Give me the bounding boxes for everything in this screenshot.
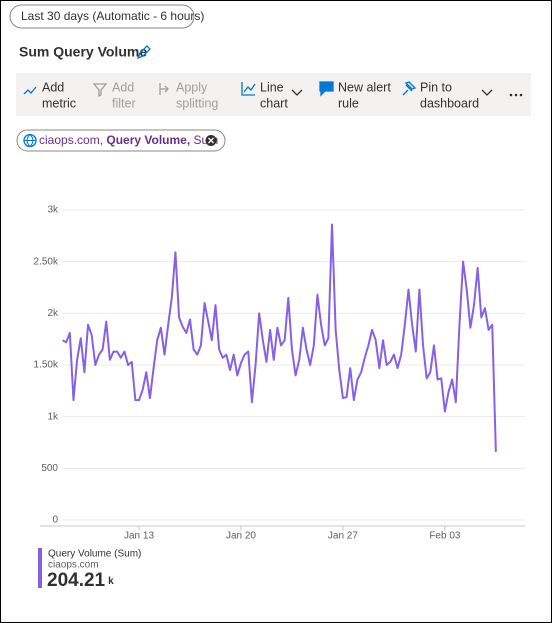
toolbar-text[interactable]: Pin to [420,80,452,94]
toolbar-text: splitting [176,96,218,110]
dot [514,93,518,97]
y-tick-label: 3k [47,205,59,216]
add-metric-icon[interactable] [23,86,37,95]
y-tick-label: 2k [47,308,59,319]
y-tick-label: 2.50k [34,256,59,267]
x-tick-label: Jan 20 [226,531,256,542]
more-button[interactable] [509,93,523,97]
toolbar-text: filter [112,96,136,110]
time-range-label: Last 30 days (Automatic - 6 hours) [21,9,204,23]
resource-icon-lines [24,134,36,148]
y-tick-label: 1.50k [34,360,59,371]
toolbar-text[interactable]: Line [260,80,284,94]
toolbar-text: Apply [176,80,208,94]
pin-icon[interactable] [402,81,417,96]
y-tick-label: 0 [52,515,58,526]
chart-type-chevron[interactable] [291,89,303,96]
toolbar-text: Add [112,80,134,94]
x-tick-label: Feb 03 [429,531,461,542]
legend-name: Query Volume (Sum) [48,549,141,560]
y-tick-label: 500 [41,463,58,474]
apply-splitting-icon [159,83,169,95]
metric-chip[interactable] [16,129,226,152]
chart-title: Sum Query Volume [19,44,147,60]
toolbar-text[interactable]: rule [338,96,359,110]
toolbar-text[interactable]: Add [42,80,64,94]
chip-resource: ciaops.com, [39,133,103,147]
dot [509,93,513,97]
line-chart-icon[interactable] [241,82,256,96]
legend-resource: ciaops.com [48,560,99,571]
legend-total: 204.21 k [47,570,114,591]
add-filter-icon [92,83,108,98]
y-tick-label: 1k [47,411,59,422]
series-line [62,223,497,452]
toolbar-text[interactable]: chart [260,96,288,110]
time-range-button[interactable] [9,4,195,29]
legend-swatch [38,548,42,588]
edit-icon[interactable] [136,45,151,60]
chip-metric: Query Volume, [106,133,190,147]
total-unit: k [108,576,114,587]
pin-chevron[interactable] [481,89,493,96]
toolbar-text[interactable]: New alert [338,80,391,94]
toolbar-text[interactable]: dashboard [420,96,479,110]
toolbar-text[interactable]: metric [42,96,76,110]
x-tick-label: Jan 13 [124,531,154,542]
toolbar-icons [23,81,493,98]
chip-close-x [208,137,214,144]
dot [519,93,523,97]
toolbar [16,73,531,116]
total-value: 204.21 [47,570,106,591]
alert-icon[interactable] [319,81,334,97]
chip-text: ciaops.com, Query Volume, Sum [39,133,218,147]
x-tick-label: Jan 27 [328,531,358,542]
